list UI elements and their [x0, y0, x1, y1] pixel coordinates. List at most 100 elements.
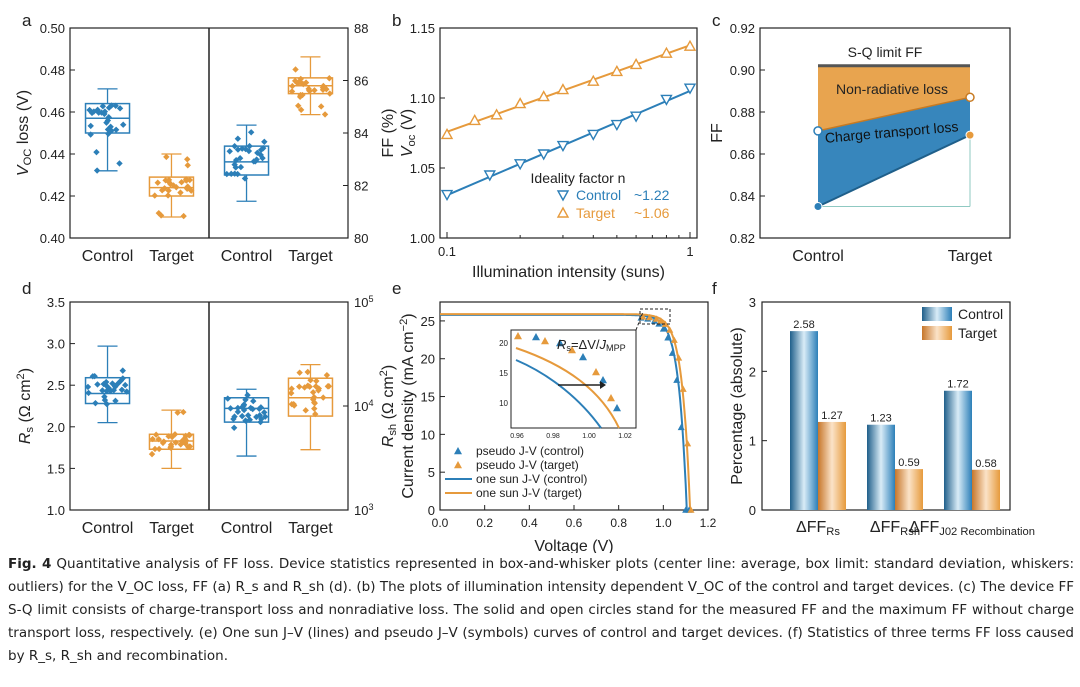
legend-marker: [556, 206, 570, 218]
y-tick-label: 0.92: [730, 21, 755, 36]
pseudo-jv-point: [664, 334, 672, 341]
data-point: [119, 367, 126, 374]
charge-transport-loss-area: [818, 97, 970, 207]
legend-marker: [454, 461, 462, 469]
panel-label-c: c: [712, 11, 721, 30]
y-tick-label: 2: [749, 364, 756, 379]
data-point: [239, 403, 246, 411]
y-tick-label: 5: [428, 465, 435, 480]
x-category-label: Control: [82, 248, 134, 265]
data-point: [224, 395, 231, 402]
y-tick-label: 1.05: [410, 161, 435, 176]
data-point: [537, 90, 550, 102]
data-point: [483, 170, 496, 182]
data-point: [556, 83, 570, 95]
y-tick-label-right: 82: [354, 179, 368, 194]
legend-label: Target: [576, 205, 615, 221]
legend-swatch: [922, 326, 952, 340]
panel-label-b: b: [392, 11, 401, 30]
pseudo-jv-point: [666, 326, 674, 333]
inset-x-tick-label: 1.02: [618, 433, 632, 440]
x-tick-label: 1: [686, 244, 693, 259]
data-point: [260, 144, 267, 152]
legend-title: Ideality factor n: [531, 170, 626, 186]
data-point: [92, 399, 99, 407]
legend: pseudo J-V (control)pseudo J-V (target)o…: [445, 444, 587, 500]
data-point: [247, 129, 255, 136]
data-point: [149, 435, 156, 443]
x-category-label: ΔFFRs: [796, 519, 840, 538]
data-point: [311, 405, 318, 412]
box-control: [84, 345, 131, 424]
pseudo-jv-point: [677, 423, 685, 431]
panel-label-a: a: [22, 11, 32, 30]
measured-ff-point: [813, 202, 823, 211]
inset-pseudo-point: [514, 332, 522, 340]
data-point: [228, 170, 235, 178]
data-point: [250, 397, 257, 405]
data-point: [683, 39, 697, 51]
data-point: [230, 424, 238, 431]
y-axis-label-right: Rsh (Ω cm2): [378, 365, 399, 447]
data-point: [660, 94, 673, 106]
legend-value: ~1.22: [634, 187, 670, 203]
panel-label-e: e: [392, 279, 401, 298]
pseudo-jv-point: [670, 336, 678, 343]
data-point: [180, 408, 187, 416]
x-tick-label: 0.4: [521, 516, 538, 530]
data-point: [295, 102, 302, 109]
data-point: [326, 90, 334, 97]
data-point: [302, 79, 310, 86]
box-body: [148, 176, 195, 197]
y-tick-label: 0.88: [730, 105, 755, 120]
data-point: [105, 114, 112, 121]
pseudo-jv-point: [652, 315, 660, 322]
data-point: [323, 371, 331, 379]
pseudo-jv-point: [646, 313, 654, 321]
y-tick-label-left: 0.50: [40, 21, 65, 36]
y-tick-label-right: 88: [354, 21, 368, 36]
data-point: [227, 405, 234, 412]
data-point: [310, 396, 317, 403]
data-point: [234, 146, 242, 153]
measured-ff-line: [817, 134, 971, 208]
data-point: [629, 57, 643, 70]
y-axis-label-right: FF (%): [380, 109, 397, 158]
data-point: [116, 105, 124, 112]
y-tick-label-left: 2.5: [47, 378, 65, 393]
data-point: [101, 110, 108, 118]
inset-pseudo-point: [613, 404, 621, 412]
bar-target: [818, 421, 846, 510]
data-point: [309, 389, 317, 396]
data-point: [242, 145, 249, 153]
data-point: [490, 108, 503, 120]
data-point: [184, 162, 191, 169]
data-point: [154, 179, 161, 186]
data-point: [104, 117, 112, 124]
data-point: [292, 66, 299, 73]
data-point: [513, 97, 527, 109]
data-point: [155, 436, 162, 443]
data-point: [112, 397, 119, 405]
pseudo-jv-point: [668, 349, 676, 356]
y-tick-label: 0: [428, 503, 435, 518]
inset-pseudo-point: [592, 368, 600, 376]
data-point: [257, 418, 264, 426]
y-tick-label-left: 3.5: [47, 295, 65, 310]
inset-pseudo-point: [568, 346, 576, 354]
y-tick-label: 1.10: [410, 91, 435, 106]
data-point: [155, 209, 163, 217]
panel-e: 0 5 10 15 20 25 0.0 0.2 0.4 0.6 0.8 1.0 1.2 Voltage (…: [398, 301, 717, 553]
data-point: [94, 381, 101, 388]
data-point: [182, 176, 190, 183]
caption-text: Quantitative analysis of FF loss. Device…: [8, 556, 1074, 664]
zoom-region: [639, 308, 671, 325]
data-point: [317, 103, 325, 110]
data-point: [245, 147, 253, 155]
legend-value: ~1.06: [634, 205, 670, 221]
data-point: [152, 431, 160, 438]
data-point: [261, 138, 268, 146]
bar-target: [972, 469, 1000, 510]
x-category-label: Control: [82, 520, 134, 537]
x-tick-label: 1.2: [700, 516, 717, 530]
